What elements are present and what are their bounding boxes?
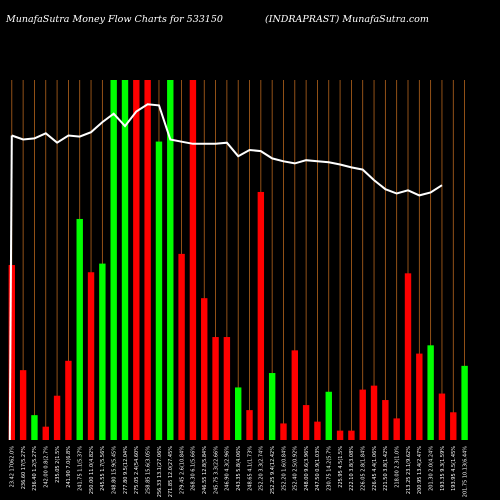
- x-tick-label: 256.33 13.1(27.06%: [157, 446, 163, 497]
- x-tick-label: 213.25 23.1(9.62%: [406, 446, 412, 494]
- x-tick-label: 221.50 3.8(1.42%: [383, 446, 389, 491]
- bar: [450, 412, 457, 440]
- x-tick-label: 201.75 10.13(6.44%: [462, 446, 468, 497]
- bars: [8, 80, 468, 440]
- x-tick-label: 242.00 0.8(2.7%: [44, 446, 50, 488]
- x-tick-label: 248.65 4.1(1.73%: [247, 446, 253, 491]
- bar: [189, 80, 197, 440]
- bar: [302, 405, 310, 440]
- x-tick-label: 268.30 6.1(5.66%: [191, 446, 197, 491]
- bar: [223, 337, 231, 440]
- bar: [416, 353, 423, 440]
- bar: [404, 273, 412, 440]
- x-tick-label: 247.50 0.9(1.03%: [315, 446, 321, 491]
- x-tick-label: 243.35 5.8(4.06%: [236, 446, 242, 491]
- bar: [201, 298, 208, 440]
- bar: [336, 430, 344, 440]
- x-tick-label: 193.95 4.5(1.45%: [451, 446, 457, 491]
- bar: [133, 80, 140, 440]
- bar: [325, 391, 332, 440]
- bar: [370, 385, 378, 440]
- chart-subtitle: (INDRAPRAST) MunafaSutra.com: [265, 14, 429, 25]
- bar: [144, 80, 151, 440]
- bar: [155, 141, 163, 440]
- bar: [348, 430, 355, 440]
- bar: [359, 389, 366, 440]
- bar: [110, 80, 117, 440]
- x-tick-label: 218.00 2.3(1.0%: [394, 446, 400, 488]
- x-tick-label: 245.55 1.7(5.56%: [100, 446, 106, 491]
- x-tick-label: 279.45 2.6(10.84%: [179, 446, 185, 494]
- chart-title: MunafaSutra Money Flow Charts for 533150: [5, 14, 223, 25]
- x-tick-label: 275.05 2.4(54.60%: [134, 446, 140, 494]
- x-tick-label: 252.20 3.3(2.74%: [259, 446, 265, 491]
- x-tick-label: 241.75 1.1(5.37%: [78, 446, 84, 491]
- x-tick-label: 258.85 15.6(3.05%: [145, 446, 151, 494]
- x-tick-label: 200.95 13.4(2.47%: [417, 446, 423, 494]
- bar: [246, 410, 253, 440]
- price-line-start: [8, 135, 13, 441]
- price-line-path: [11, 103, 443, 197]
- bar: [65, 360, 72, 440]
- bar: [212, 337, 219, 440]
- x-tick-labels: 23.42 17062.0% 236.60 17(5.27% 236.40 1.2(…: [10, 446, 469, 497]
- bar: [438, 393, 446, 440]
- x-tick-label: 226.45 4.4(1.06%: [372, 446, 378, 491]
- bar: [427, 345, 434, 440]
- bar: [31, 415, 38, 440]
- x-tick-label: 226.05 2.8(1.84%: [361, 446, 367, 491]
- bar: [280, 423, 287, 440]
- bar: [99, 263, 106, 440]
- x-tick-label: 241.90 7.0(6.8%: [66, 446, 72, 488]
- bar: [291, 350, 298, 440]
- bar: [167, 80, 174, 440]
- x-tick-label: 230.75 14.2(5.7%: [327, 446, 333, 491]
- bar: [121, 80, 129, 440]
- x-tick-label: 235.05 2(1.5%: [55, 446, 61, 483]
- bar: [76, 218, 83, 440]
- bar: [257, 191, 265, 440]
- bar: [8, 265, 15, 440]
- bar: [53, 395, 61, 440]
- bar: [461, 365, 468, 440]
- x-tick-label: 225.95 4.5(1.5%: [338, 446, 344, 488]
- x-tick-label: 201.30 2.0(4.24%: [428, 446, 434, 491]
- bar: [314, 421, 321, 440]
- x-tick-label: 252.25 9.4(12.42%: [270, 446, 276, 494]
- x-tick-label: 252.20 1.6(0.84%: [281, 446, 287, 491]
- bar: [268, 373, 276, 440]
- bar: [235, 387, 242, 440]
- x-tick-label: 248.80 15.9(5.45%: [111, 446, 117, 494]
- bar: [19, 370, 27, 440]
- bar: [393, 418, 400, 440]
- x-tick-label: 277.80 9.5(12.04%: [123, 446, 129, 494]
- x-tick-label: 246.55 12.8(5.84%: [202, 446, 208, 494]
- x-tick-label: 248.00 9.6(3.96%: [304, 446, 310, 491]
- x-tick-label: 271.85 12.0(27.45%: [168, 446, 174, 497]
- x-tick-label: 246.90 4.3(2.96%: [225, 446, 231, 491]
- x-tick-label: 193.35 9.3(1.59%: [440, 446, 446, 491]
- bar: [178, 253, 185, 440]
- x-tick-label: 236.60 17(5.27%: [21, 446, 27, 490]
- x-tick-label: 252.40 2.5(0.92%: [293, 446, 299, 491]
- bar: [87, 272, 95, 440]
- x-tick-label: 222.10 3.8(3.08%: [349, 446, 355, 491]
- x-tick-label: 236.40 1.2(5.27%: [32, 446, 38, 491]
- x-tick-label: 23.42 17062.0%: [10, 446, 16, 488]
- x-tick-label: 245.75 3.3(22.66%: [213, 446, 219, 494]
- x-tick-label: 250.00 11.0(4.82%: [89, 446, 95, 494]
- price-line: [8, 103, 443, 441]
- bar: [382, 400, 389, 440]
- bar: [42, 426, 49, 440]
